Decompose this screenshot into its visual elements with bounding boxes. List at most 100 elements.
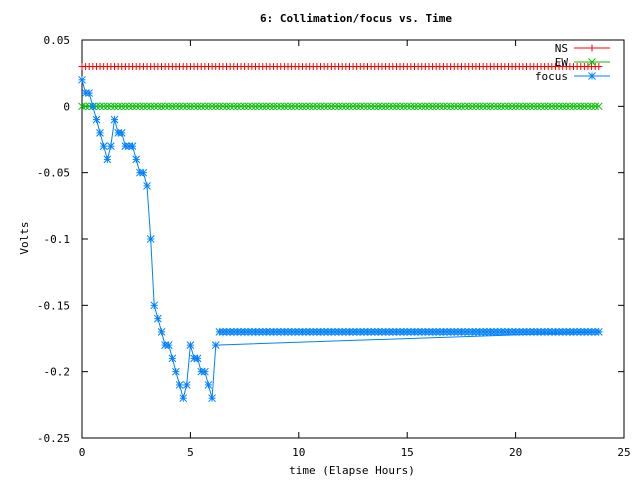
data-point [573,102,581,111]
data-point [193,102,202,111]
data-point [107,102,115,111]
data-point [182,381,191,389]
data-point [461,328,469,336]
data-point [454,102,462,111]
data-point [381,102,390,111]
data-point [425,102,433,111]
data-point [457,328,466,336]
x-tick-label: 20 [509,446,522,459]
series-ns [78,63,603,71]
data-point [157,328,166,336]
data-point [544,102,553,111]
data-point [472,102,480,111]
data-point [211,341,220,349]
data-point [537,102,545,111]
data-point [240,102,249,111]
data-point [313,102,321,111]
data-point [197,102,206,111]
data-point [501,328,509,336]
data-point [511,102,520,111]
x-tick-label: 0 [79,446,86,459]
data-point [135,102,144,111]
data-point [114,102,122,111]
data-point [168,354,177,363]
series-line-focus [81,79,603,401]
data-point [356,328,365,336]
data-point [294,102,303,111]
data-point [161,102,169,111]
data-point [143,182,151,190]
data-point [349,102,357,111]
x-tick-label: 15 [401,446,414,459]
data-point [486,102,495,111]
series-ew [78,102,603,111]
data-point [182,102,191,111]
data-point [96,102,104,111]
series-layer [78,63,603,403]
data-point [435,102,444,111]
legend-marker-ns [588,44,596,52]
data-point [150,301,159,310]
data-point [526,102,534,111]
data-point [533,102,542,111]
data-point [421,328,430,336]
data-point [99,142,108,150]
data-point [291,102,300,111]
data-point [421,102,430,111]
data-point [284,102,292,111]
data-point [569,102,578,111]
data-point [548,328,556,336]
data-point [309,102,318,111]
data-point [193,354,202,363]
data-point [562,102,571,111]
data-point [370,102,379,111]
y-tick-label: 0 [63,100,70,113]
data-point [154,102,162,111]
data-point [385,102,394,111]
data-point [370,328,379,336]
data-point [508,102,516,111]
data-point [125,102,133,111]
data-point [327,102,336,111]
data-point [110,115,119,124]
data-point [446,102,455,111]
data-point [457,102,466,111]
data-point [584,102,592,111]
data-point [222,102,231,111]
data-point [143,102,151,111]
data-point [81,102,90,111]
x-axis-ticks: 0 5 10 15 20 25 [79,40,631,459]
data-point [273,102,282,111]
data-point [276,102,285,111]
data-point [237,102,245,111]
data-point [566,102,574,111]
data-point [132,102,141,111]
data-point [248,102,256,111]
data-point [407,102,415,111]
y-tick-label: -0.05 [37,167,70,180]
data-point [443,102,451,111]
data-point [331,328,339,336]
data-point [378,328,386,336]
plot-frame [81,39,625,439]
data-point [154,314,162,323]
data-point [244,102,253,111]
data-point [229,102,238,111]
data-point [175,102,184,111]
data-point [334,102,343,111]
data-point [555,328,563,336]
data-point [403,102,412,111]
data-point [482,102,491,111]
y-tick-label: -0.2 [44,366,71,379]
data-point [479,102,488,111]
data-point [146,102,155,111]
data-point [392,102,401,111]
data-point [99,102,108,111]
chart-title: 6: Collimation/focus vs. Time [260,12,452,25]
data-point [92,115,101,124]
data-point [316,102,325,111]
data-point [515,102,524,111]
plot-border [81,39,625,439]
y-tick-label: 0.05 [44,34,71,47]
